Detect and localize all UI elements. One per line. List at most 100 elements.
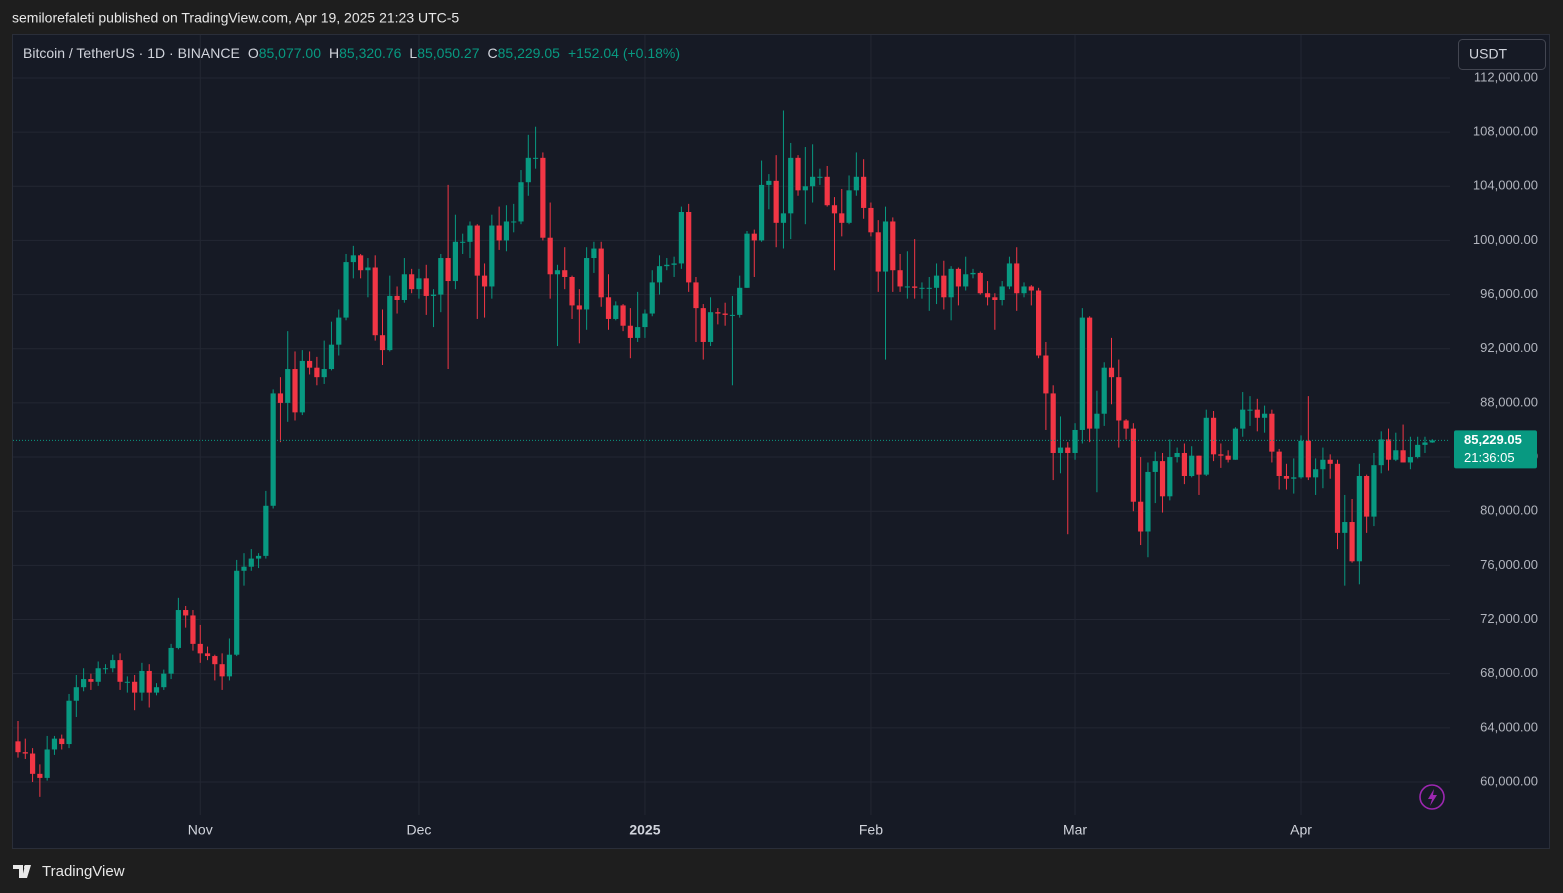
candle-body [613, 305, 619, 319]
candle-body [875, 232, 881, 272]
candle-body [686, 211, 692, 283]
candle-body [941, 275, 947, 298]
candle-body [1218, 454, 1224, 456]
candle-body [204, 653, 211, 657]
candle-body [853, 176, 859, 191]
candle-body [219, 664, 225, 677]
candle-body [175, 610, 181, 648]
candle-body [270, 393, 276, 506]
currency-label[interactable]: USDT [1469, 46, 1508, 62]
countdown: 21:36:05 [1464, 450, 1515, 465]
candle-body [409, 274, 415, 290]
brand: TradingView [42, 863, 125, 880]
candle-body [810, 176, 816, 187]
candle-body [817, 176, 823, 178]
candle-body [897, 270, 903, 287]
candle-body [642, 313, 648, 328]
candle-body [401, 274, 407, 300]
candle-body [489, 225, 495, 287]
candle-body [919, 287, 925, 289]
y-tick-label: 108,000.00 [1473, 124, 1538, 139]
candle-body [773, 180, 779, 223]
candle-body [999, 286, 1005, 300]
candle-body [1159, 461, 1166, 497]
candle-body [904, 286, 910, 288]
candle-body [1014, 263, 1020, 294]
candle-body [1298, 440, 1304, 478]
candle-body [715, 312, 721, 314]
candle-body [1429, 440, 1435, 443]
candle-body [532, 157, 539, 159]
candle-body [467, 225, 473, 242]
candle-body [1181, 452, 1187, 476]
candle-body [1385, 439, 1392, 460]
candle-body [1378, 439, 1384, 466]
x-tick-label: Feb [859, 822, 883, 838]
candle-body [1371, 465, 1377, 517]
candle-body [569, 276, 575, 306]
candle-body [1079, 317, 1085, 430]
candle-body [73, 687, 79, 701]
candle-body [241, 566, 247, 571]
candle-body [59, 738, 65, 745]
y-tick-label: 60,000.00 [1480, 773, 1538, 788]
candle-body [1313, 469, 1319, 478]
alert-icon[interactable] [1419, 784, 1445, 810]
candle-body [153, 687, 160, 693]
candle-body [350, 255, 356, 263]
candle-body [656, 266, 663, 283]
candle-body [445, 258, 451, 282]
candle-body [1021, 286, 1027, 294]
candle-body [117, 660, 123, 682]
candle-body [576, 305, 582, 310]
candle-body [1101, 367, 1107, 414]
currency-button[interactable] [1458, 39, 1546, 70]
y-tick-label: 80,000.00 [1480, 503, 1538, 518]
x-tick-label: Apr [1290, 822, 1312, 838]
candle-body [700, 308, 706, 342]
candle-body [1094, 413, 1100, 429]
candle-body [1349, 522, 1355, 562]
candle-body [1400, 450, 1406, 463]
change: +152.04 (+0.18%) [568, 45, 680, 61]
x-tick-label: Mar [1063, 822, 1087, 838]
candle-body [1152, 461, 1158, 472]
candle-body [277, 393, 284, 403]
candle-body [846, 190, 852, 223]
candle-body [992, 297, 998, 300]
grid [13, 35, 1450, 815]
ohlc-value: 85,077.00 [259, 45, 321, 61]
candle-body [722, 313, 728, 315]
candle-body [751, 233, 757, 241]
candle-body [1123, 420, 1129, 429]
ohlc-key: L [409, 45, 417, 61]
candle-body [635, 327, 641, 338]
candle-body [1043, 355, 1049, 394]
candle-body [1291, 477, 1297, 479]
candle-body [248, 558, 254, 567]
y-tick-label: 96,000.00 [1480, 286, 1538, 301]
candle-body [81, 679, 87, 688]
candle-body [307, 360, 313, 368]
x-tick-label: Nov [188, 822, 213, 838]
candle-body [1276, 451, 1282, 476]
candle-body [430, 294, 437, 296]
x-tick-label: 2025 [629, 822, 660, 838]
candle-body [955, 268, 962, 287]
candle-body [963, 274, 969, 287]
candle-body [1210, 417, 1217, 455]
candle-body [562, 270, 568, 277]
candle-body [1240, 409, 1246, 429]
candle-body [285, 369, 291, 403]
candle-body [423, 278, 429, 296]
candle-body [678, 211, 684, 264]
candle-body [824, 176, 830, 206]
price-tag [1454, 430, 1537, 469]
candle-body [984, 293, 991, 298]
publish-note: semilorefaleti published on TradingView.… [12, 10, 459, 26]
candle-body [926, 287, 932, 289]
candle-body [1174, 452, 1180, 458]
candle-body [416, 278, 422, 290]
candle-body [744, 233, 750, 288]
